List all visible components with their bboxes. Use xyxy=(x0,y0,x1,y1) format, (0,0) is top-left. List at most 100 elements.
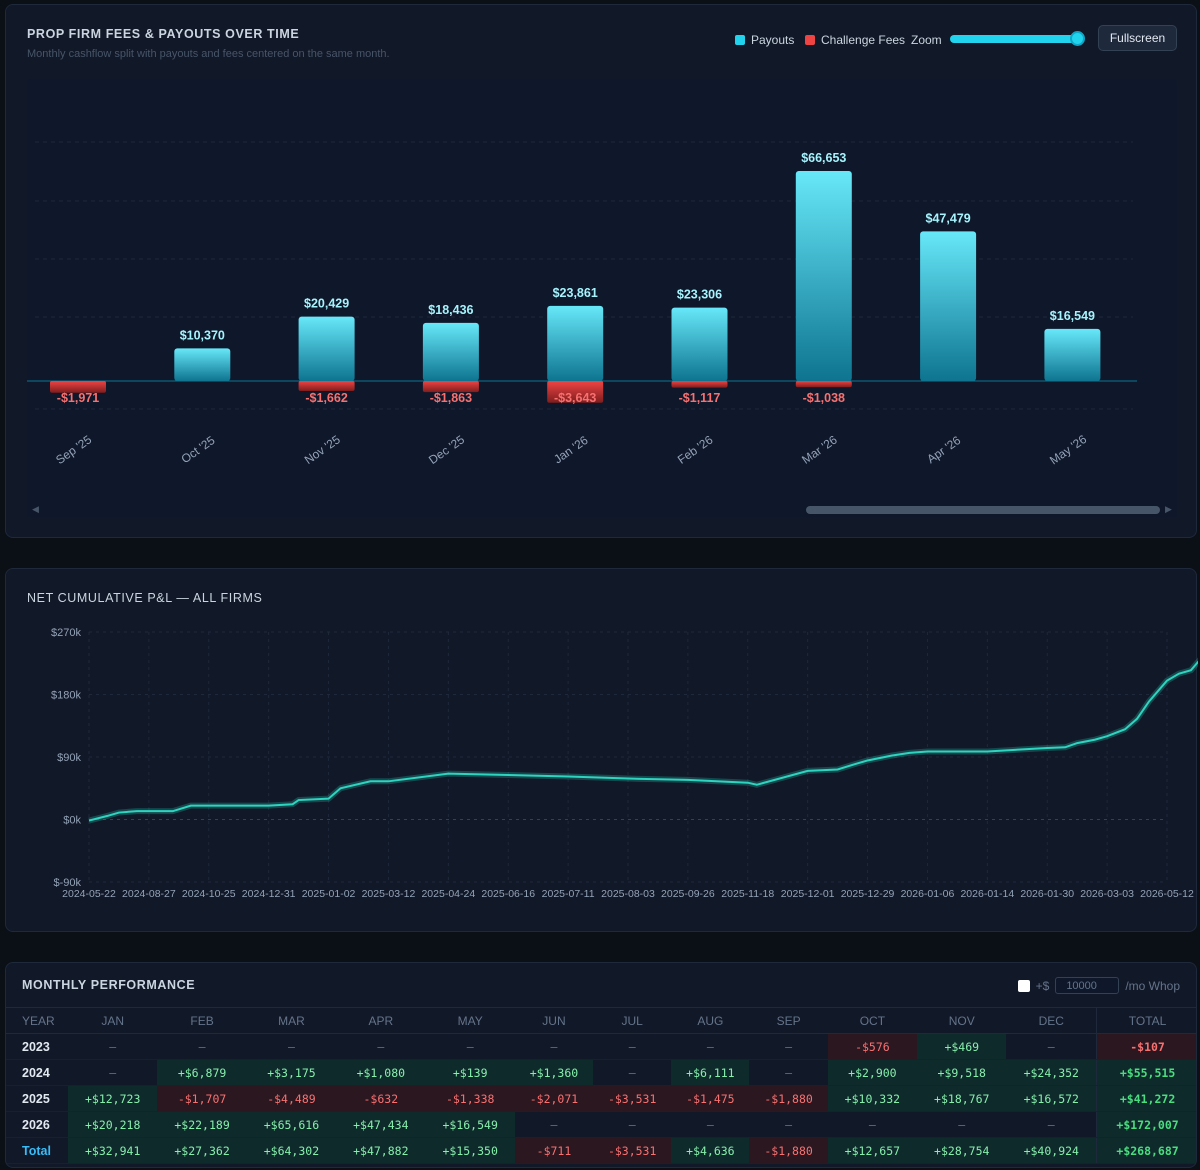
pnl-series-line xyxy=(88,660,1198,822)
fullscreen-button[interactable]: Fullscreen xyxy=(1098,25,1177,51)
monthly-performance-table: YEAR JAN FEB MAR APR MAY JUN JUL AUG SEP OCT NOV DEC… xyxy=(6,1007,1196,1164)
whop-prefix: +$ xyxy=(1035,978,1050,993)
table-cell: +$24,352 xyxy=(1006,1059,1097,1086)
fee-bar[interactable] xyxy=(50,381,106,393)
table-cell: – xyxy=(593,1059,672,1086)
column-header: DEC xyxy=(1006,1007,1097,1034)
table-cell: +$40,924 xyxy=(1006,1137,1097,1164)
table-row: 2025 +$12,723 -$1,707 -$4,489 -$632 -$1,338 -$… xyxy=(6,1085,1196,1112)
table-cell: +$27,362 xyxy=(157,1137,247,1164)
zoom-slider-handle[interactable] xyxy=(1070,31,1085,46)
fee-value-label: -$1,117 xyxy=(679,391,721,405)
x-axis-tick-label: May '26 xyxy=(1047,432,1089,468)
payout-bar[interactable] xyxy=(547,305,604,381)
table-cell: +$16,572 xyxy=(1006,1085,1097,1112)
cumulative-pnl-panel: NET CUMULATIVE P&L — ALL FIRMS $270k $180… xyxy=(5,568,1198,932)
column-header: TOTAL xyxy=(1096,1007,1196,1034)
scroll-right-icon[interactable]: ▶ xyxy=(1165,504,1172,514)
table-cell: -$576 xyxy=(827,1033,918,1060)
table-cell: – xyxy=(514,1033,594,1060)
x-axis-tick-label: 2024-08-27 xyxy=(122,888,176,900)
whop-amount-input[interactable]: 10000 xyxy=(1055,977,1120,994)
y-axis-tick-label: $270k xyxy=(51,627,81,639)
x-axis-tick-label: 2025-11-18 xyxy=(721,888,774,900)
table-cell: +$3,175 xyxy=(246,1059,337,1086)
table-cell: – xyxy=(749,1033,828,1060)
table-cell: +$20,218 xyxy=(68,1111,158,1138)
table-cell: +$1,080 xyxy=(336,1059,426,1086)
legend-fees[interactable]: Challenge Fees xyxy=(805,33,905,47)
scroll-left-icon[interactable]: ◀ xyxy=(32,504,39,514)
whop-checkbox[interactable] xyxy=(1017,979,1030,992)
column-header: OCT xyxy=(827,1007,918,1034)
zoom-slider[interactable] xyxy=(950,35,1084,43)
row-label: 2023 xyxy=(6,1033,68,1060)
fee-value-label: -$3,643 xyxy=(554,391,596,405)
table-cell: +$47,882 xyxy=(336,1137,426,1164)
fee-value-label: -$1,662 xyxy=(305,391,347,405)
payout-bar[interactable] xyxy=(422,322,479,381)
fee-bar[interactable] xyxy=(671,381,728,388)
table-cell: -$2,071 xyxy=(514,1085,594,1112)
payout-value-label: $23,861 xyxy=(553,286,598,300)
x-axis-tick-label: 2024-10-25 xyxy=(182,888,236,900)
legend-payouts-label: Payouts xyxy=(751,33,795,47)
x-axis-tick-label: 2026-03-03 xyxy=(1080,888,1134,900)
fee-value-label: -$1,038 xyxy=(803,391,845,405)
legend-payouts[interactable]: Payouts xyxy=(735,33,794,47)
column-header: NOV xyxy=(917,1007,1007,1034)
table-cell: +$55,515 xyxy=(1096,1059,1196,1086)
column-header: MAR xyxy=(246,1007,337,1034)
x-axis-tick-label: 2026-01-14 xyxy=(960,888,1014,900)
table-cell: +$65,616 xyxy=(246,1111,337,1138)
table-cell: +$4,636 xyxy=(671,1137,750,1164)
table-cell: +$41,272 xyxy=(1096,1085,1196,1112)
table-cell: -$1,475 xyxy=(671,1085,750,1112)
payout-bar[interactable] xyxy=(298,316,355,381)
table-cell: +$172,007 xyxy=(1096,1111,1196,1138)
table-cell: – xyxy=(749,1111,828,1138)
table-row: 2024– +$6,879 +$3,175 +$1,080 +$139 +$1,360– +… xyxy=(6,1059,1196,1086)
table-cell: +$2,900 xyxy=(827,1059,918,1086)
fee-bar[interactable] xyxy=(422,381,479,393)
table-cell: – xyxy=(593,1111,672,1138)
x-axis-tick-label: Apr '26 xyxy=(924,433,963,466)
payout-bar[interactable] xyxy=(795,171,852,381)
payouts-swatch xyxy=(735,35,745,45)
row-label: 2026 xyxy=(6,1111,68,1138)
table-cell: – xyxy=(425,1033,515,1060)
zoom-label: Zoom xyxy=(911,33,942,47)
column-header: JUN xyxy=(514,1007,594,1034)
x-axis-tick-label: Dec '25 xyxy=(426,432,467,467)
table-cell: – xyxy=(671,1111,750,1138)
payout-bar[interactable] xyxy=(671,307,728,381)
fee-bar[interactable] xyxy=(547,381,604,403)
fee-bar[interactable] xyxy=(298,381,355,391)
x-axis-tick-label: 2024-05-22 xyxy=(62,888,116,900)
table-cell: +$64,302 xyxy=(246,1137,337,1164)
fees-payouts-chart: -$1,971 Sep '25 $10,370 Oct '25 $20,429 -$1,6… xyxy=(27,79,1177,515)
table-cell: +$1,360 xyxy=(514,1059,594,1086)
y-axis-tick-label: $180k xyxy=(51,690,81,702)
column-header: JAN xyxy=(68,1007,158,1034)
table-cell: -$711 xyxy=(514,1137,594,1164)
payout-bar[interactable] xyxy=(920,231,977,381)
legend-fees-label: Challenge Fees xyxy=(821,33,906,47)
x-axis-tick-label: 2026-01-06 xyxy=(901,888,955,900)
payout-value-label: $16,549 xyxy=(1050,309,1095,323)
row-label: 2024 xyxy=(6,1059,68,1086)
payout-bar[interactable] xyxy=(174,348,231,381)
y-axis-tick-label: $-90k xyxy=(53,877,81,889)
table-cell: -$1,880 xyxy=(749,1137,828,1164)
table-cell: – xyxy=(157,1033,247,1060)
row-label: 2025 xyxy=(6,1085,68,1112)
table-cell: +$12,657 xyxy=(827,1137,918,1164)
payout-value-label: $47,479 xyxy=(926,211,971,225)
chart-scrollbar-thumb[interactable] xyxy=(806,506,1160,514)
fee-bar[interactable] xyxy=(795,381,852,388)
fees-payouts-chart-svg: -$1,971 Sep '25 $10,370 Oct '25 $20,429 -$1,6… xyxy=(27,141,1137,468)
fees-swatch xyxy=(805,35,815,45)
payout-bar[interactable] xyxy=(1044,328,1101,381)
table-cell: +$6,111 xyxy=(671,1059,750,1086)
